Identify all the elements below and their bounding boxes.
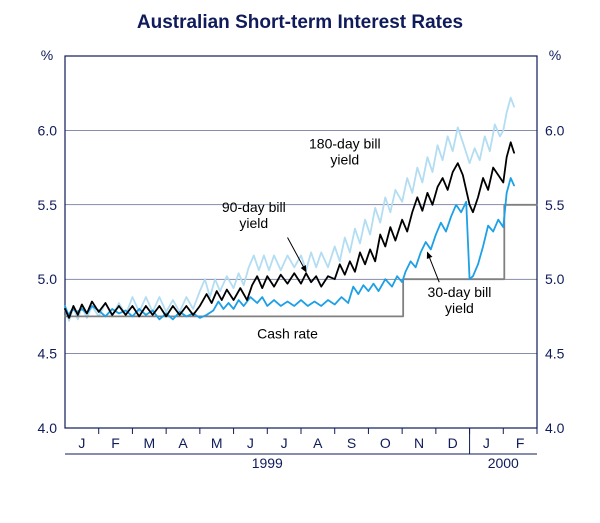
y-tick-left: 5.5	[38, 197, 58, 213]
x-tick: M	[143, 435, 155, 451]
annotation-bill_180: yield	[330, 151, 359, 167]
chart-title: Australian Short-term Interest Rates	[137, 12, 463, 33]
x-tick: F	[516, 435, 525, 451]
y-tick-right: 5.5	[545, 197, 565, 213]
annotation-bill_30: 30-day bill	[428, 284, 492, 300]
x-tick: D	[448, 435, 458, 451]
y-tick-right: 5.0	[545, 271, 565, 287]
y-tick-left: 6.0	[38, 122, 58, 138]
annotation-bill_90: yield	[239, 215, 268, 231]
y-tick-left: 4.0	[38, 420, 58, 436]
x-tick: J	[483, 435, 490, 451]
x-tick: J	[247, 435, 254, 451]
interest-rate-chart: Australian Short-term Interest Rates 4.0 4…	[0, 0, 600, 523]
y-tick-left: 5.0	[38, 271, 58, 287]
x-year-label: 2000	[488, 455, 519, 471]
annotation-bill_180: 180-day bill	[309, 135, 381, 151]
y-tick-right: 4.0	[545, 420, 565, 436]
annotation-cash_rate: Cash rate	[257, 326, 318, 342]
x-tick: S	[347, 435, 356, 451]
annotation-bill_90: 90-day bill	[222, 199, 286, 215]
x-tick: F	[111, 435, 120, 451]
x-tick: N	[414, 435, 424, 451]
y-tick-right: 4.5	[545, 346, 565, 362]
x-tick: M	[211, 435, 223, 451]
y-unit-left: %	[41, 47, 53, 63]
annotation-bill_30: yield	[445, 300, 474, 316]
x-tick: A	[313, 435, 323, 451]
x-tick: O	[380, 435, 391, 451]
y-tick-right: 6.0	[545, 122, 565, 138]
y-tick-left: 4.5	[38, 346, 58, 362]
y-unit-right: %	[549, 47, 561, 63]
x-tick: A	[178, 435, 188, 451]
x-tick: J	[281, 435, 288, 451]
x-year-label: 1999	[252, 455, 283, 471]
x-tick: J	[78, 435, 85, 451]
